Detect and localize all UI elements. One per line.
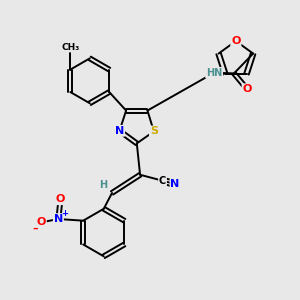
Text: N: N bbox=[115, 126, 124, 136]
Text: N: N bbox=[54, 214, 63, 224]
Text: HN: HN bbox=[206, 68, 222, 78]
Text: N: N bbox=[170, 179, 180, 189]
Text: +: + bbox=[61, 208, 68, 217]
Text: CH₃: CH₃ bbox=[61, 43, 80, 52]
Text: O: O bbox=[231, 36, 241, 46]
Text: O: O bbox=[56, 194, 65, 204]
Text: C: C bbox=[159, 176, 166, 186]
Text: O: O bbox=[242, 84, 252, 94]
Text: S: S bbox=[150, 126, 158, 136]
Text: –: – bbox=[32, 223, 38, 233]
Text: O: O bbox=[37, 217, 46, 227]
Text: H: H bbox=[99, 180, 107, 190]
